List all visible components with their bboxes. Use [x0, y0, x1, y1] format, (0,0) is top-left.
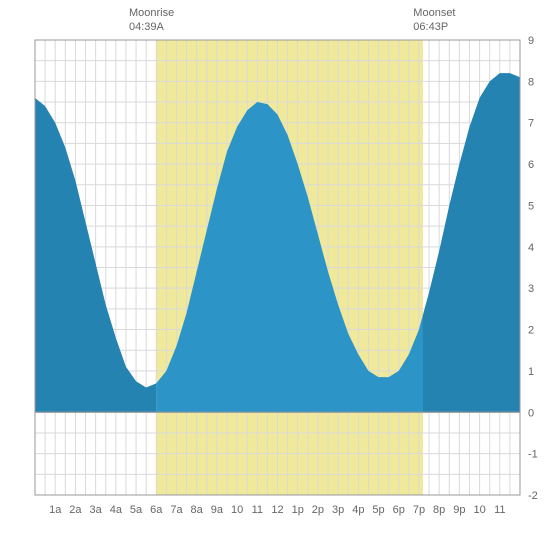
moonset-time: 06:43P: [413, 20, 455, 34]
x-tick-label: 2a: [69, 504, 82, 516]
x-tick-label: 3a: [90, 504, 103, 516]
y-tick-label: -1: [528, 449, 538, 461]
y-tick-label: 9: [528, 35, 534, 47]
y-tick-label: 4: [528, 242, 534, 254]
x-tick-label: 10: [473, 504, 485, 516]
x-tick-label: 7p: [413, 504, 425, 516]
y-tick-label: 2: [528, 325, 534, 337]
x-tick-label: 11: [252, 504, 263, 516]
x-tick-label: 10: [231, 504, 243, 516]
x-tick-label: 6a: [150, 504, 163, 516]
chart-svg: -2-101234567891a2a3a4a5a6a7a8a9a1011121p…: [0, 0, 550, 550]
moonset-annotation: Moonset 06:43P: [413, 6, 455, 35]
y-tick-label: 7: [528, 118, 534, 130]
x-tick-label: 5a: [130, 504, 143, 516]
moonrise-time: 04:39A: [129, 20, 174, 34]
y-tick-label: 5: [528, 200, 534, 212]
x-tick-label: 9a: [211, 504, 224, 516]
y-tick-label: 1: [528, 366, 534, 378]
x-tick-label: 5p: [372, 504, 384, 516]
moonset-title: Moonset: [413, 6, 455, 20]
x-tick-label: 7a: [170, 504, 183, 516]
moonrise-title: Moonrise: [129, 6, 174, 20]
y-tick-label: 6: [528, 159, 534, 171]
x-tick-label: 1a: [49, 504, 62, 516]
x-tick-label: 4p: [352, 504, 364, 516]
x-tick-label: 8p: [433, 504, 445, 516]
x-tick-label: 11: [494, 504, 505, 516]
x-tick-label: 4a: [110, 504, 123, 516]
y-tick-label: 0: [528, 407, 534, 419]
y-tick-label: 8: [528, 76, 534, 88]
moonrise-annotation: Moonrise 04:39A: [129, 6, 174, 35]
tide-chart: -2-101234567891a2a3a4a5a6a7a8a9a1011121p…: [0, 0, 550, 550]
x-tick-label: 6p: [393, 504, 405, 516]
y-tick-label: -2: [528, 490, 538, 502]
x-tick-label: 3p: [332, 504, 344, 516]
x-tick-label: 12: [271, 504, 283, 516]
x-tick-label: 1p: [292, 504, 304, 516]
y-tick-label: 3: [528, 283, 534, 295]
x-tick-label: 9p: [453, 504, 465, 516]
x-tick-label: 8a: [191, 504, 204, 516]
x-tick-label: 2p: [312, 504, 324, 516]
